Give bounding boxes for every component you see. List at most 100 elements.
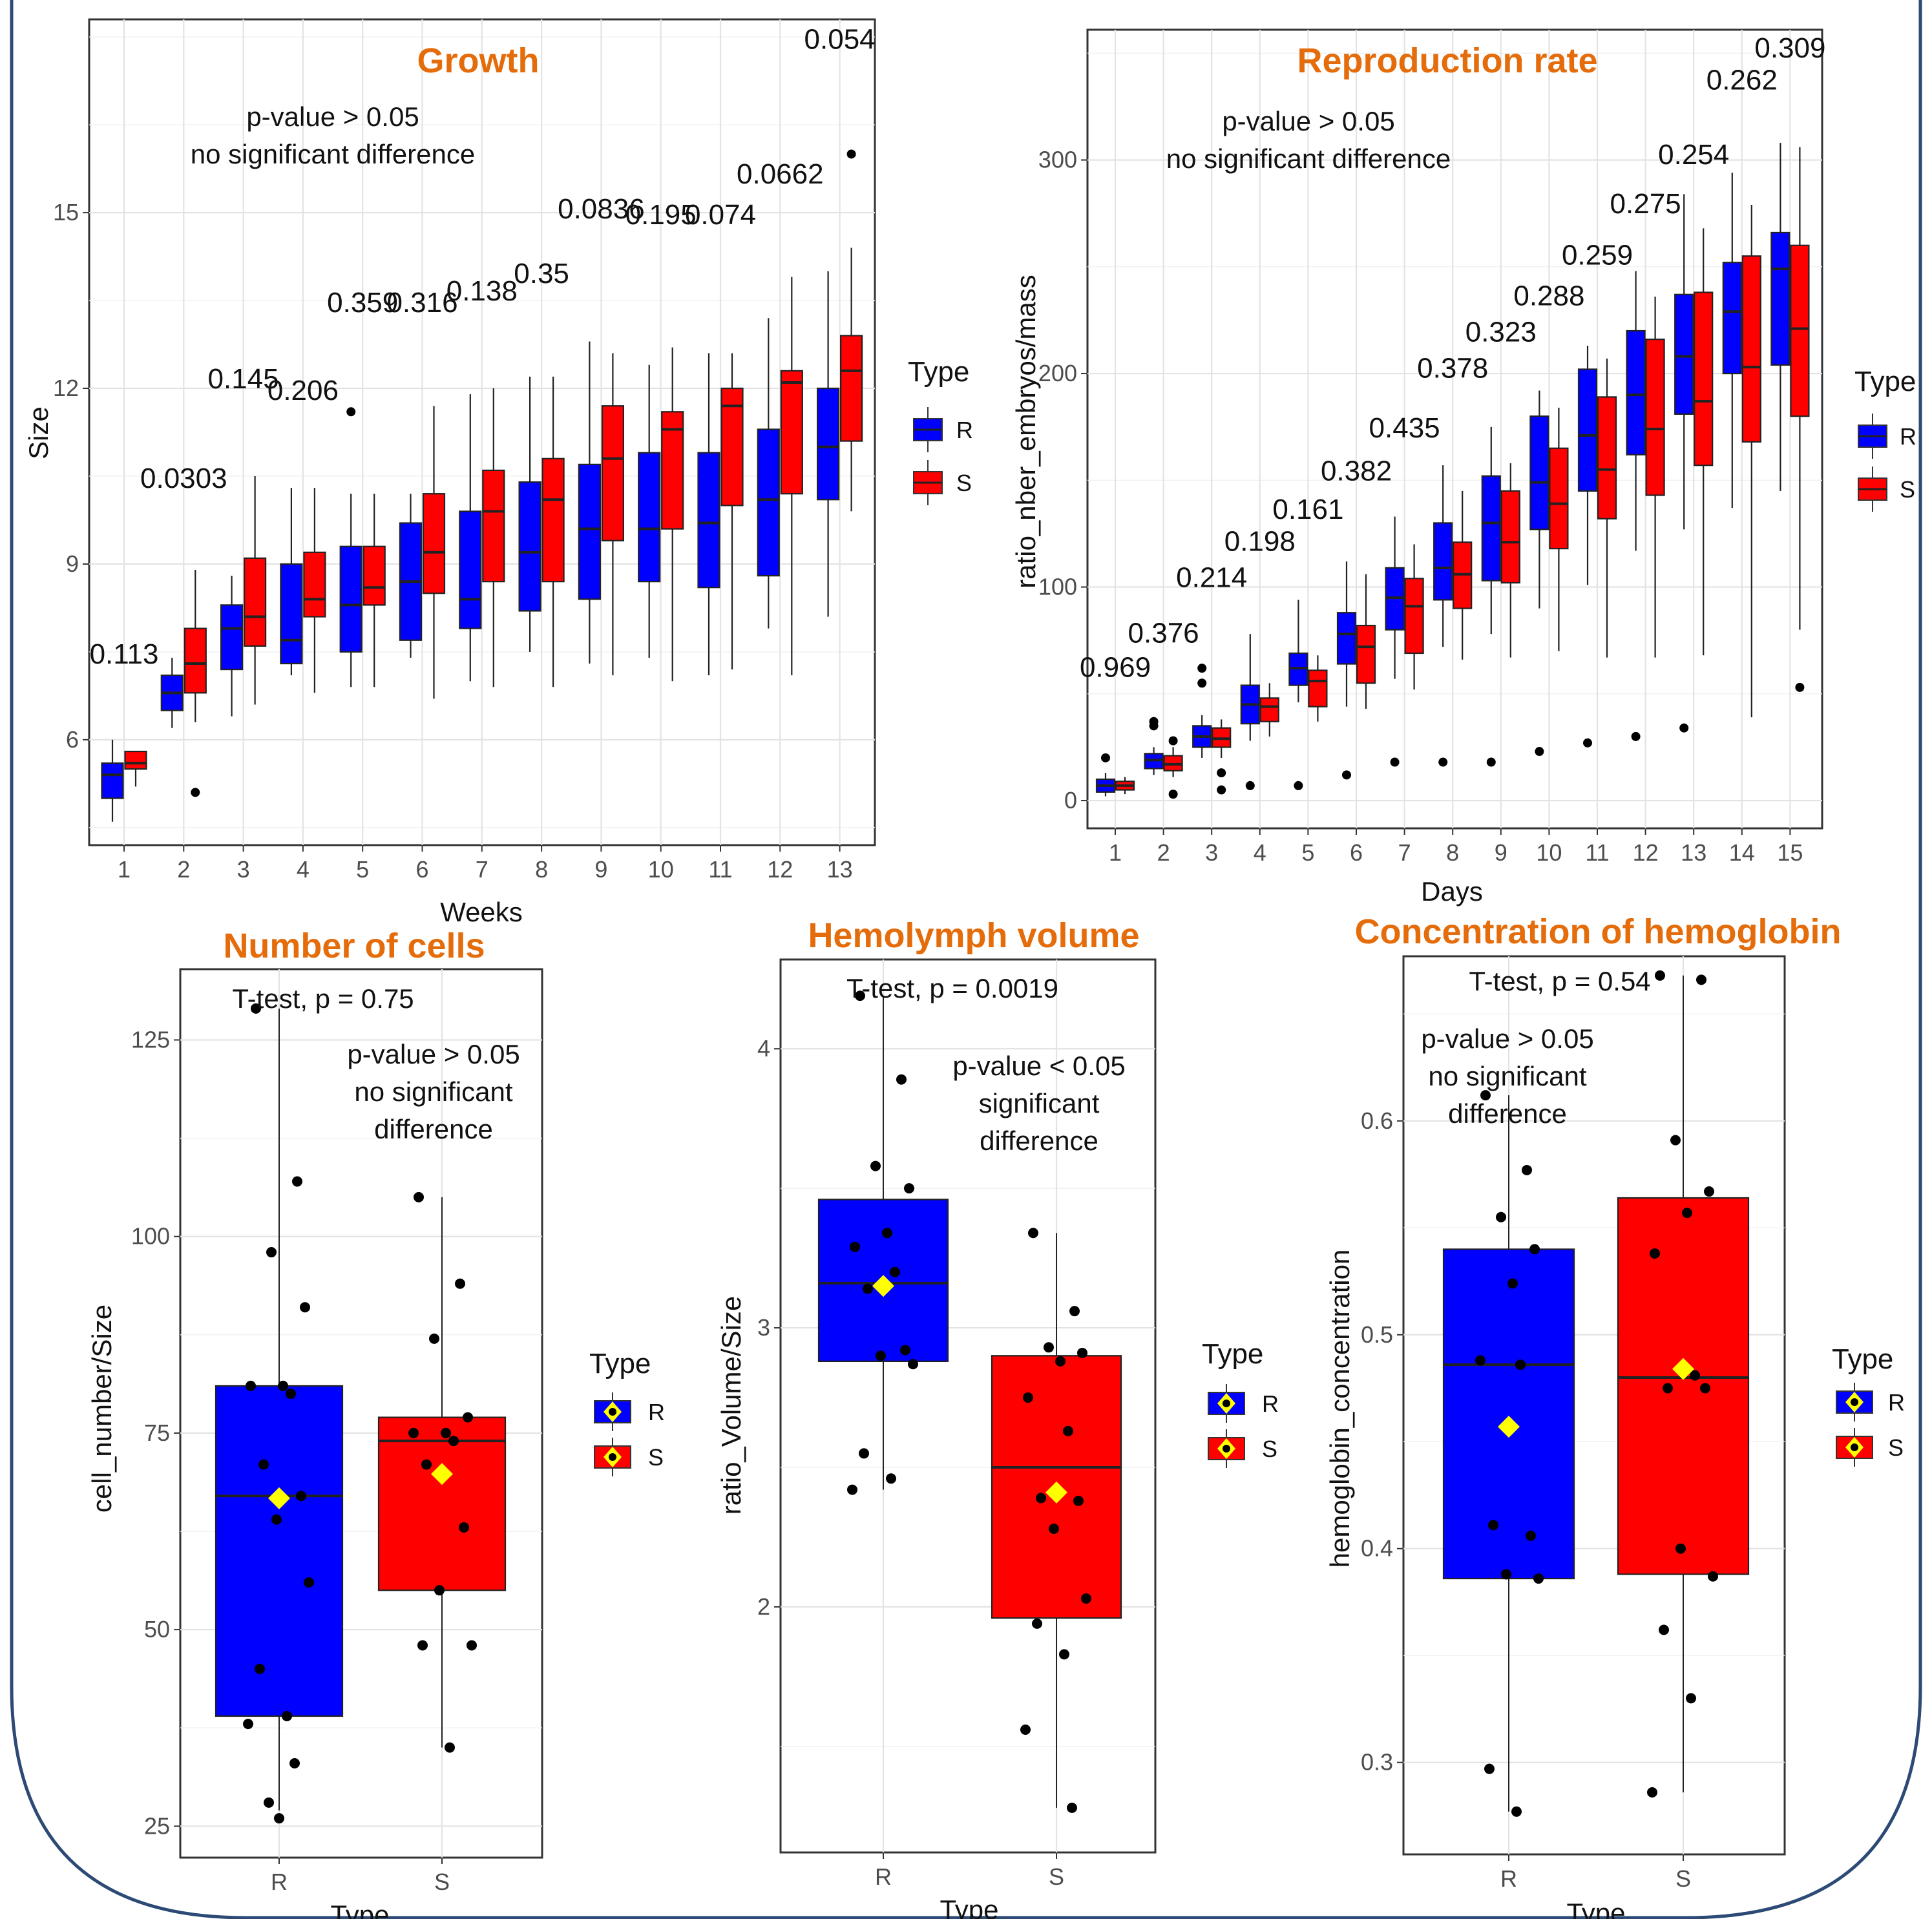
hemolymph-title: Hemolymph volume bbox=[808, 916, 1139, 955]
cells-data-point bbox=[448, 1436, 459, 1447]
hemolymph-data-point bbox=[1067, 1802, 1077, 1813]
hemoglobin-title: Concentration of hemoglobin bbox=[1355, 912, 1842, 951]
hemolymph-data-point bbox=[850, 1241, 860, 1252]
cells-title: Number of cells bbox=[223, 927, 485, 965]
cells-xtick-label: S bbox=[434, 1869, 450, 1895]
growth-legend-label-r: R bbox=[956, 417, 973, 443]
reproduction-outlier bbox=[1438, 757, 1448, 767]
hemoglobin-data-point bbox=[1501, 1569, 1511, 1580]
hemolymph-ytick-label: 3 bbox=[757, 1314, 770, 1341]
hemoglobin-ttest: T-test, p = 0.54 bbox=[1469, 966, 1650, 996]
hemolymph-data-point bbox=[1063, 1425, 1073, 1436]
hemoglobin-note-line2: no significant bbox=[1428, 1061, 1586, 1091]
growth-outlier bbox=[346, 407, 356, 417]
cells-data-point bbox=[274, 1813, 284, 1824]
growth-pvalue-label: 0.35 bbox=[514, 258, 569, 289]
cells-s-mean-marker bbox=[431, 1463, 453, 1485]
growth-pvalue-label: 0.113 bbox=[90, 638, 159, 670]
cells-data-point bbox=[429, 1333, 439, 1344]
cells-data-point bbox=[421, 1459, 432, 1470]
growth-outlier bbox=[846, 149, 856, 159]
cells-note-line1: p-value > 0.05 bbox=[347, 1039, 520, 1069]
cells-ytick-label: 75 bbox=[144, 1420, 170, 1446]
growth-pvalue-label: 0.206 bbox=[268, 375, 339, 406]
reproduction-ytick-label: 0 bbox=[1064, 787, 1077, 813]
hemoglobin-data-point bbox=[1475, 1355, 1486, 1366]
hemoglobin-data-point bbox=[1663, 1383, 1673, 1394]
cells-xtick-label: R bbox=[271, 1869, 288, 1895]
hemolymph-data-point bbox=[1023, 1392, 1033, 1403]
growth-r-9-box bbox=[578, 463, 602, 600]
hemolymph-ytick-label: 2 bbox=[757, 1593, 770, 1620]
reproduction-r-9-box bbox=[1481, 475, 1501, 582]
growth-note-line2: no significant difference bbox=[191, 139, 476, 169]
growth-r-3-box bbox=[220, 604, 244, 671]
growth-xtick-label: 2 bbox=[177, 856, 190, 883]
hemoglobin-xtick-label: S bbox=[1675, 1865, 1691, 1892]
reproduction-s-4-box bbox=[1259, 697, 1279, 722]
growth-xtick-label: 7 bbox=[476, 856, 488, 883]
hemolymph-data-point bbox=[1044, 1342, 1054, 1353]
reproduction-outlier bbox=[1168, 790, 1178, 799]
reproduction-xtick-label: 6 bbox=[1350, 839, 1363, 866]
growth-pvalue-label: 0.0303 bbox=[140, 463, 227, 494]
reproduction-outlier bbox=[1197, 664, 1207, 673]
reproduction-outlier bbox=[1101, 753, 1110, 762]
cells-data-point bbox=[264, 1797, 274, 1808]
reproduction-s-11-box bbox=[1597, 396, 1617, 519]
reproduction-pvalue-label: 0.214 bbox=[1176, 562, 1247, 594]
growth-s-1-box bbox=[124, 750, 147, 770]
cells-x-axis-label: Type bbox=[330, 1900, 389, 1919]
cells-data-point bbox=[441, 1427, 451, 1438]
reproduction-outlier bbox=[1168, 736, 1178, 746]
hemolymph-note-line1: p-value < 0.05 bbox=[952, 1051, 1125, 1081]
hemoglobin-data-point bbox=[1511, 1806, 1522, 1817]
growth-pvalue-label: 0.074 bbox=[685, 199, 756, 231]
cells-data-point bbox=[251, 1003, 261, 1014]
reproduction-xtick-label: 7 bbox=[1398, 839, 1411, 866]
reproduction-r-8-box bbox=[1433, 522, 1453, 601]
reproduction-legend: Type R S bbox=[1854, 366, 1916, 512]
growth-r-13-box bbox=[816, 387, 840, 501]
hemoglobin-y-axis-label: hemoglobin_concentration bbox=[1325, 1250, 1355, 1568]
cells-legend-label-r: R bbox=[648, 1399, 665, 1425]
growth-r-10-box bbox=[638, 452, 661, 583]
hemoglobin-data-point bbox=[1700, 1383, 1710, 1394]
reproduction-xtick-label: 10 bbox=[1536, 839, 1562, 866]
reproduction-legend-title: Type bbox=[1854, 366, 1916, 397]
hemolymph-data-point bbox=[900, 1345, 910, 1356]
hemoglobin-data-point bbox=[1488, 1520, 1498, 1531]
hemolymph-x-axis-label: Type bbox=[940, 1894, 998, 1919]
cells-ytick-label: 25 bbox=[144, 1812, 170, 1839]
cells-legend-label-s: S bbox=[648, 1444, 664, 1471]
hemolymph-data-point bbox=[904, 1183, 914, 1194]
hemoglobin-data-point bbox=[1526, 1530, 1536, 1541]
hemolymph-r-mean-marker bbox=[872, 1275, 894, 1297]
growth-r-4-box bbox=[280, 563, 303, 665]
cells-data-point bbox=[304, 1577, 314, 1588]
reproduction-xtick-label: 9 bbox=[1495, 839, 1507, 866]
cells-r-mean-marker bbox=[268, 1487, 290, 1509]
reproduction-r-10-box bbox=[1529, 415, 1549, 530]
hemolymph-data-point bbox=[859, 1448, 869, 1459]
reproduction-outlier bbox=[1486, 757, 1496, 767]
cells-data-point bbox=[434, 1585, 445, 1596]
hemoglobin-data-point bbox=[1670, 1135, 1681, 1146]
hemolymph-data-point bbox=[876, 1350, 886, 1361]
growth-xtick-label: 11 bbox=[708, 856, 732, 883]
hemoglobin-data-point bbox=[1650, 1248, 1660, 1259]
hemoglobin-s-mean-marker bbox=[1672, 1358, 1694, 1380]
cells-data-point bbox=[271, 1514, 282, 1525]
growth-pvalue-label: 0.054 bbox=[804, 23, 876, 55]
reproduction-outlier bbox=[1583, 738, 1592, 748]
hemoglobin-data-point bbox=[1647, 1787, 1657, 1798]
growth-s-9-box bbox=[601, 405, 625, 541]
reproduction-pvalue-label: 0.259 bbox=[1562, 240, 1633, 271]
hemolymph-data-point bbox=[890, 1266, 900, 1277]
growth-x-axis-label: Weeks bbox=[440, 897, 523, 927]
hemolymph-note-line3: difference bbox=[980, 1126, 1098, 1156]
hemoglobin-data-point bbox=[1507, 1278, 1518, 1289]
growth-xtick-label: 5 bbox=[356, 856, 369, 883]
cells-ytick-label: 100 bbox=[131, 1223, 170, 1250]
hemoglobin-x-axis-label: Type bbox=[1566, 1898, 1625, 1919]
